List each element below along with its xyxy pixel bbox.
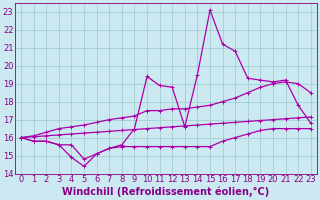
- X-axis label: Windchill (Refroidissement éolien,°C): Windchill (Refroidissement éolien,°C): [62, 187, 269, 197]
